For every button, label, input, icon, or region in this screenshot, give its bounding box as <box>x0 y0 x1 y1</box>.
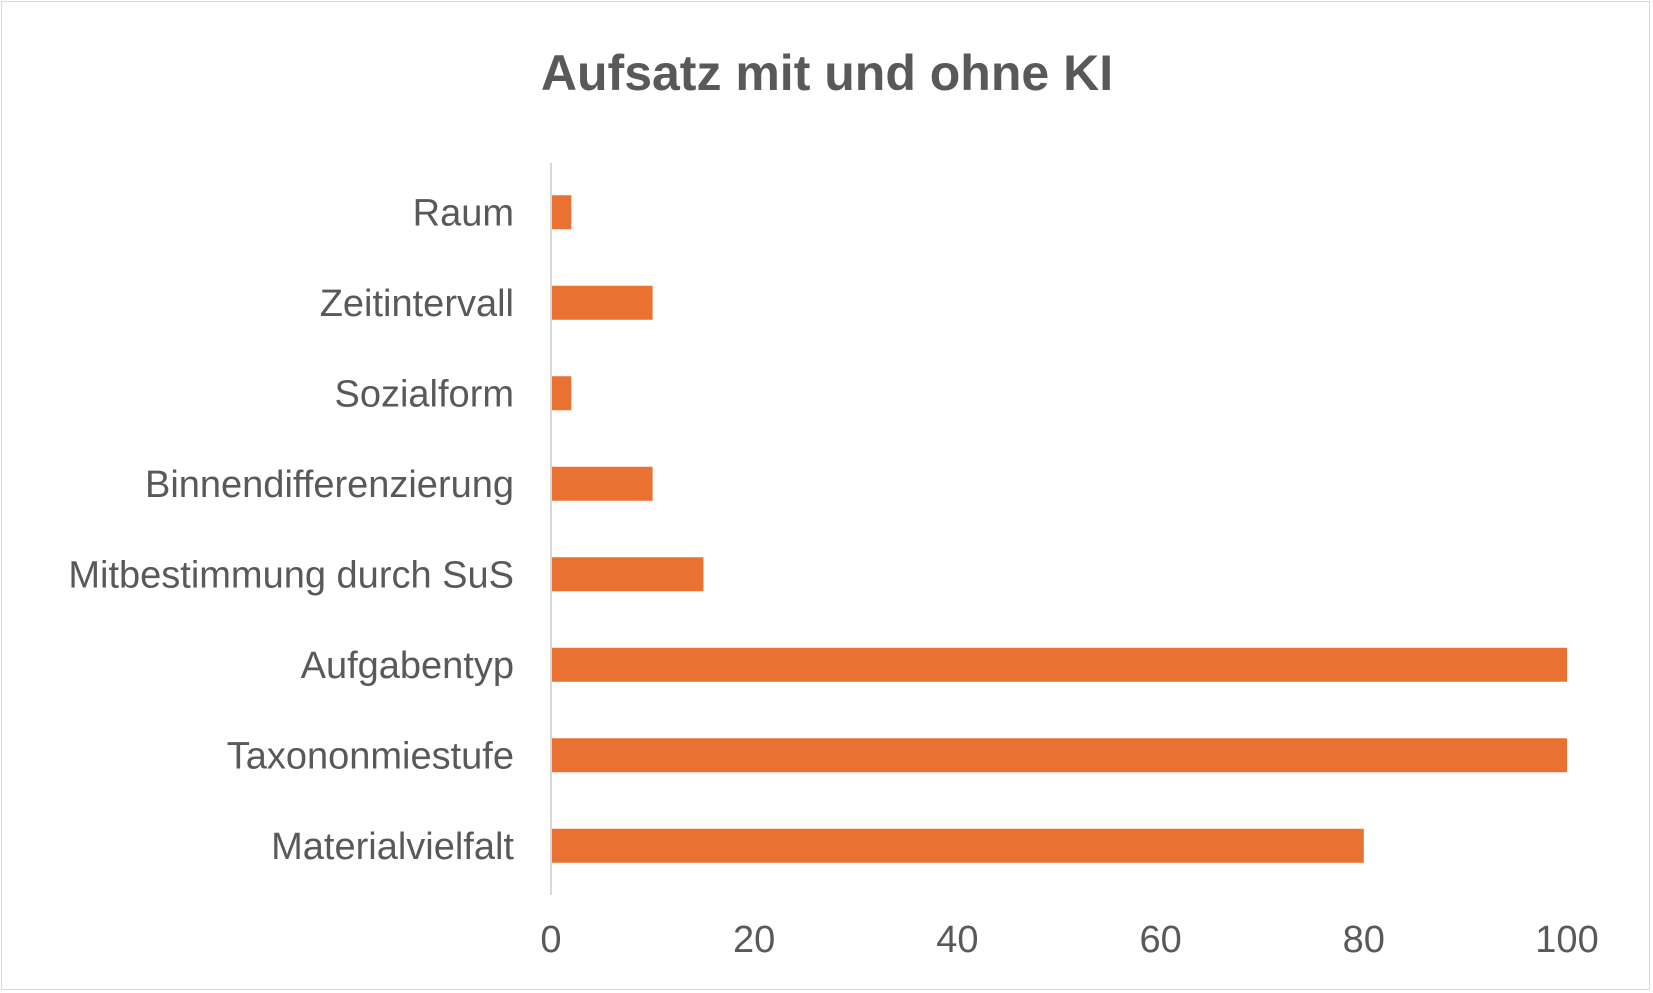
x-tick-label: 20 <box>733 919 775 961</box>
bar-binnendifferenzierung <box>551 466 653 501</box>
bars-group <box>551 195 1567 863</box>
category-label: Binnendifferenzierung <box>145 464 514 506</box>
x-tick-label: 0 <box>540 919 561 961</box>
bar-zeitintervall <box>551 285 653 320</box>
category-label: Aufgabentyp <box>301 645 514 687</box>
x-axis-ticks: 0 20 40 60 80 100 <box>540 919 1598 961</box>
category-label: Zeitintervall <box>320 283 514 325</box>
x-tick-label: 40 <box>936 919 978 961</box>
bar-taxononmiestufe <box>551 738 1567 773</box>
x-tick-label: 80 <box>1343 919 1385 961</box>
bar-raum <box>551 195 572 230</box>
category-label: Materialvielfalt <box>271 826 514 868</box>
x-tick-label: 100 <box>1535 919 1598 961</box>
chart-title: Aufsatz mit und ohne KI <box>541 45 1113 101</box>
bar-materialvielfalt <box>551 828 1364 863</box>
bar-mitbestimmung-durch-sus <box>551 557 704 592</box>
category-label: Sozialform <box>335 373 515 415</box>
bar-sozialform <box>551 376 572 411</box>
category-label: Raum <box>413 192 514 234</box>
category-label: Mitbestimmung durch SuS <box>68 554 514 596</box>
bar-aufgabentyp <box>551 647 1567 682</box>
category-label: Taxononmiestufe <box>227 735 514 777</box>
x-tick-label: 60 <box>1139 919 1181 961</box>
category-labels: Raum Zeitintervall Sozialform Binnendiffere… <box>68 192 514 868</box>
